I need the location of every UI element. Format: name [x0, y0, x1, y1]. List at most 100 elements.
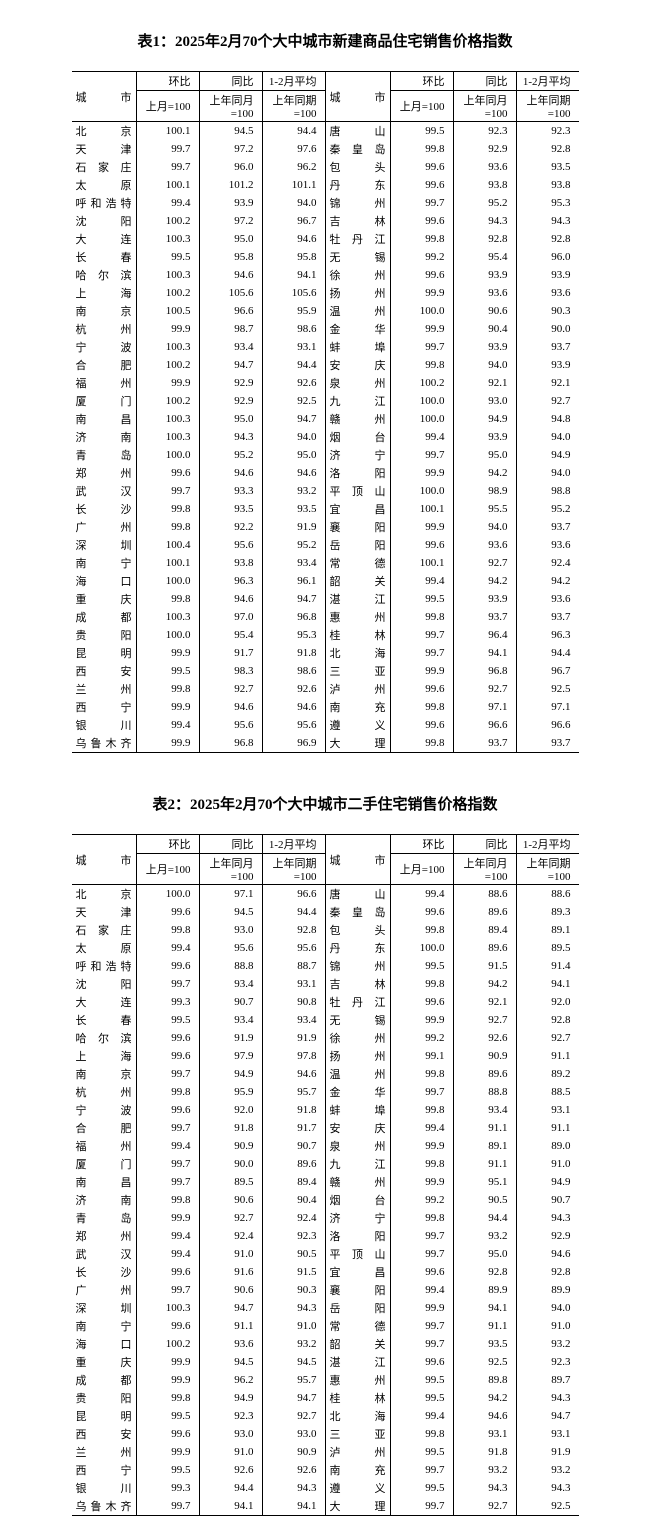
val-mom: 99.9	[390, 464, 453, 482]
city-name: 重 庆	[72, 1353, 137, 1371]
val-avg: 91.1	[516, 1119, 579, 1137]
city-name: 蚌 埠	[325, 1101, 390, 1119]
val-avg: 93.0	[262, 1425, 325, 1443]
val-avg: 90.0	[516, 320, 579, 338]
table-row: 昆 明99.592.392.7北 海99.494.694.7	[72, 1407, 579, 1425]
val-avg: 94.4	[262, 356, 325, 374]
val-mom: 99.8	[390, 1209, 453, 1227]
val-mom: 99.9	[390, 662, 453, 680]
val-mom: 99.8	[136, 1191, 199, 1209]
val-avg: 93.1	[262, 975, 325, 993]
val-mom: 100.2	[136, 212, 199, 230]
val-mom: 99.4	[390, 1281, 453, 1299]
val-yoy: 91.8	[453, 1443, 516, 1461]
city-name: 西 安	[72, 1425, 137, 1443]
hdr-city: 城市	[325, 835, 390, 885]
val-yoy: 90.0	[199, 1155, 262, 1173]
val-avg: 94.7	[516, 1407, 579, 1425]
table-row: 郑 州99.492.492.3洛 阳99.793.292.9	[72, 1227, 579, 1245]
city-name: 济 宁	[325, 1209, 390, 1227]
val-avg: 91.9	[262, 518, 325, 536]
val-avg: 90.9	[262, 1443, 325, 1461]
table-row: 厦 门100.292.992.5九 江100.093.092.7	[72, 392, 579, 410]
table-row: 武 汉99.491.090.5平 顶 山99.795.094.6	[72, 1245, 579, 1263]
city-name: 大 理	[325, 734, 390, 753]
table-row: 上 海100.2105.6105.6扬 州99.993.693.6	[72, 284, 579, 302]
val-yoy: 92.9	[453, 140, 516, 158]
val-avg: 94.1	[262, 1497, 325, 1516]
val-yoy: 90.4	[453, 320, 516, 338]
val-avg: 91.0	[262, 1317, 325, 1335]
city-name: 大 理	[325, 1497, 390, 1516]
city-name: 唐 山	[325, 885, 390, 904]
val-yoy: 92.7	[453, 680, 516, 698]
val-yoy: 89.5	[199, 1173, 262, 1191]
val-yoy: 95.4	[199, 626, 262, 644]
val-yoy: 95.0	[453, 1245, 516, 1263]
city-name: 海 口	[72, 572, 137, 590]
val-avg: 92.3	[516, 122, 579, 141]
val-mom: 99.7	[390, 1245, 453, 1263]
city-name: 宁 波	[72, 1101, 137, 1119]
val-yoy: 93.4	[199, 1011, 262, 1029]
city-name: 成 都	[72, 1371, 137, 1389]
val-avg: 91.8	[262, 644, 325, 662]
table-row: 太 原99.495.695.6丹 东100.089.689.5	[72, 939, 579, 957]
val-yoy: 93.6	[453, 158, 516, 176]
city-name: 广 州	[72, 518, 137, 536]
city-name: 海 口	[72, 1335, 137, 1353]
val-yoy: 96.8	[199, 734, 262, 753]
val-yoy: 92.5	[453, 1353, 516, 1371]
val-yoy: 94.1	[453, 644, 516, 662]
val-yoy: 89.8	[453, 1371, 516, 1389]
table-row: 上 海99.697.997.8扬 州99.190.991.1	[72, 1047, 579, 1065]
city-name: 泉 州	[325, 1137, 390, 1155]
table-row: 石 家 庄99.796.096.2包 头99.693.693.5	[72, 158, 579, 176]
city-name: 南 京	[72, 302, 137, 320]
val-avg: 92.1	[516, 374, 579, 392]
val-yoy: 88.8	[199, 957, 262, 975]
city-name: 成 都	[72, 608, 137, 626]
city-name: 南 充	[325, 698, 390, 716]
city-name: 青 岛	[72, 446, 137, 464]
city-name: 徐 州	[325, 266, 390, 284]
city-name: 深 圳	[72, 536, 137, 554]
val-yoy: 93.9	[453, 266, 516, 284]
val-mom: 99.4	[390, 1119, 453, 1137]
table-row: 石 家 庄99.893.092.8包 头99.889.489.1	[72, 921, 579, 939]
val-mom: 99.8	[390, 608, 453, 626]
city-name: 合 肥	[72, 356, 137, 374]
val-mom: 99.4	[390, 885, 453, 904]
val-yoy: 96.8	[453, 662, 516, 680]
val-mom: 99.9	[390, 1173, 453, 1191]
val-avg: 92.5	[516, 1497, 579, 1516]
val-yoy: 92.6	[453, 1029, 516, 1047]
city-name: 呼和浩特	[72, 194, 137, 212]
val-yoy: 94.1	[453, 1299, 516, 1317]
val-yoy: 92.4	[199, 1227, 262, 1245]
table-row: 重 庆99.894.694.7湛 江99.593.993.6	[72, 590, 579, 608]
val-avg: 98.8	[516, 482, 579, 500]
val-avg: 94.6	[262, 698, 325, 716]
val-avg: 90.4	[262, 1191, 325, 1209]
city-name: 上 海	[72, 1047, 137, 1065]
val-yoy: 93.9	[453, 590, 516, 608]
table-row: 福 州99.490.990.7泉 州99.989.189.0	[72, 1137, 579, 1155]
val-mom: 99.4	[136, 1227, 199, 1245]
val-mom: 99.7	[136, 1497, 199, 1516]
val-mom: 99.9	[136, 644, 199, 662]
val-avg: 93.8	[516, 176, 579, 194]
val-mom: 99.9	[390, 1137, 453, 1155]
city-name: 扬 州	[325, 1047, 390, 1065]
city-name: 洛 阳	[325, 464, 390, 482]
val-yoy: 89.9	[453, 1281, 516, 1299]
city-name: 呼和浩特	[72, 957, 137, 975]
val-avg: 93.7	[516, 338, 579, 356]
table-row: 沈 阳99.793.493.1吉 林99.894.294.1	[72, 975, 579, 993]
val-mom: 99.6	[136, 464, 199, 482]
val-yoy: 95.6	[199, 939, 262, 957]
val-mom: 99.6	[136, 957, 199, 975]
val-yoy: 93.7	[453, 608, 516, 626]
val-mom: 99.9	[390, 1011, 453, 1029]
val-avg: 93.9	[516, 356, 579, 374]
